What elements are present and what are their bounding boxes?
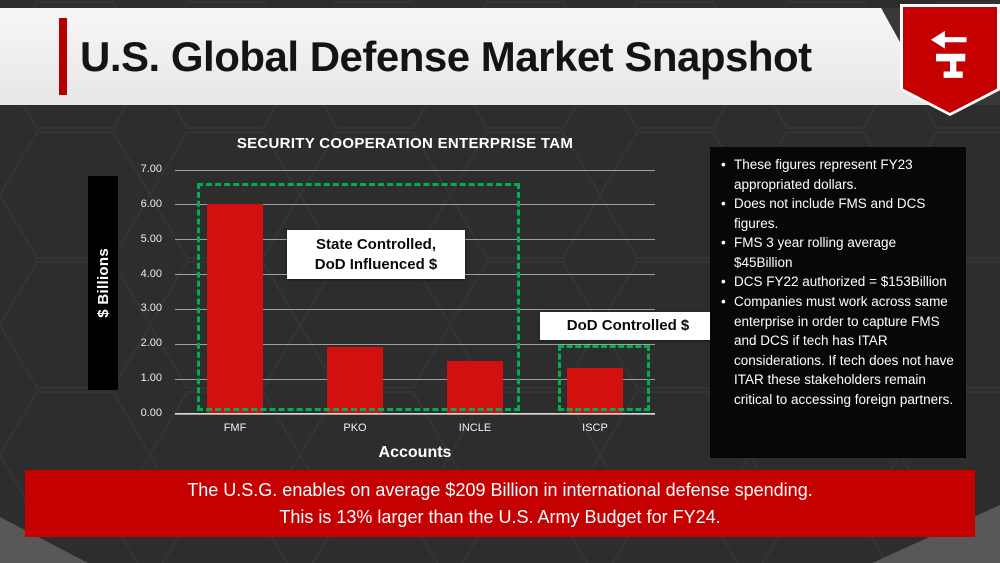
anvil-arrow-logo-icon bbox=[930, 30, 967, 78]
summary-line-2: This is 13% larger than the U.S. Army Bu… bbox=[279, 506, 721, 527]
logo-badge-inner bbox=[903, 7, 997, 113]
x-axis-tick-label: PKO bbox=[343, 422, 367, 434]
y-axis-tick-label: 0.00 bbox=[140, 407, 162, 419]
gridline bbox=[175, 343, 655, 345]
y-axis-label: $ Billions bbox=[94, 248, 112, 318]
chart-title: SECURITY COOPERATION ENTERPRISE TAM bbox=[236, 135, 574, 152]
y-axis-tick-label: 5.00 bbox=[140, 232, 162, 245]
bar-chart-plot-area: State Controlled, DoD Influenced $ DoD C… bbox=[175, 169, 716, 415]
title-banner: U.S. Global Defense Market Snapshot bbox=[0, 8, 1000, 105]
page-title: U.S. Global Defense Market Snapshot bbox=[80, 32, 812, 80]
summary-banner: The U.S.G. enables on average $209 Billi… bbox=[25, 470, 975, 537]
title-accent-bar bbox=[59, 18, 67, 95]
gridline bbox=[175, 378, 655, 380]
gridline bbox=[175, 308, 655, 310]
x-axis-ticks: FMF PKO INCLE ISCP bbox=[175, 422, 655, 438]
x-axis-tick-label: INCLE bbox=[458, 422, 492, 434]
note-bullet: FMS 3 year rolling average $45Billion bbox=[718, 233, 956, 272]
bar-pko bbox=[327, 346, 383, 413]
x-axis-tick-label: ISCP bbox=[582, 422, 608, 434]
bar-incle bbox=[447, 360, 503, 413]
x-axis-tick-label: FMF bbox=[223, 422, 247, 434]
x-axis-label: Accounts bbox=[378, 444, 452, 461]
gridline bbox=[175, 413, 655, 415]
logo-badge bbox=[900, 4, 1000, 116]
note-bullet: DCS FY22 authorized = $153Billion bbox=[718, 272, 956, 292]
notes-list: These figures represent FY23 appropriate… bbox=[718, 155, 956, 409]
state-controlled-group-outline bbox=[197, 183, 520, 411]
summary-line-1: The U.S.G. enables on average $209 Billi… bbox=[187, 480, 813, 501]
notes-panel: These figures represent FY23 appropriate… bbox=[710, 147, 966, 458]
y-axis-ticks: 0.00 1.00 2.00 3.00 4.00 5.00 6.00 7.00 bbox=[118, 163, 168, 419]
state-controlled-callout-line2: DoD Influenced $ bbox=[314, 255, 438, 273]
y-axis-tick-label: 6.00 bbox=[140, 197, 162, 210]
y-axis-tick-label: 4.00 bbox=[140, 267, 162, 280]
state-controlled-callout-line1: State Controlled, bbox=[315, 236, 436, 253]
bar-fmf bbox=[207, 203, 263, 413]
gridline bbox=[175, 204, 655, 206]
note-bullet: These figures represent FY23 appropriate… bbox=[718, 155, 956, 194]
dod-controlled-callout: DoD Controlled $ bbox=[540, 312, 716, 340]
y-axis-tick-label: 3.00 bbox=[140, 302, 162, 315]
note-bullet: Does not include FMS and DCS figures. bbox=[718, 194, 956, 233]
y-axis-tick-label: 2.00 bbox=[140, 337, 162, 350]
dod-controlled-group-outline bbox=[558, 345, 650, 411]
note-bullet: Companies must work across same enterpri… bbox=[718, 292, 956, 409]
bar-iscp bbox=[567, 367, 623, 413]
gridline bbox=[175, 169, 655, 171]
y-axis-label-box: $ Billions bbox=[88, 176, 118, 390]
y-axis-tick-label: 7.00 bbox=[140, 163, 162, 175]
y-axis-tick-label: 1.00 bbox=[140, 372, 162, 385]
state-controlled-callout: State Controlled, DoD Influenced $ bbox=[287, 230, 465, 279]
